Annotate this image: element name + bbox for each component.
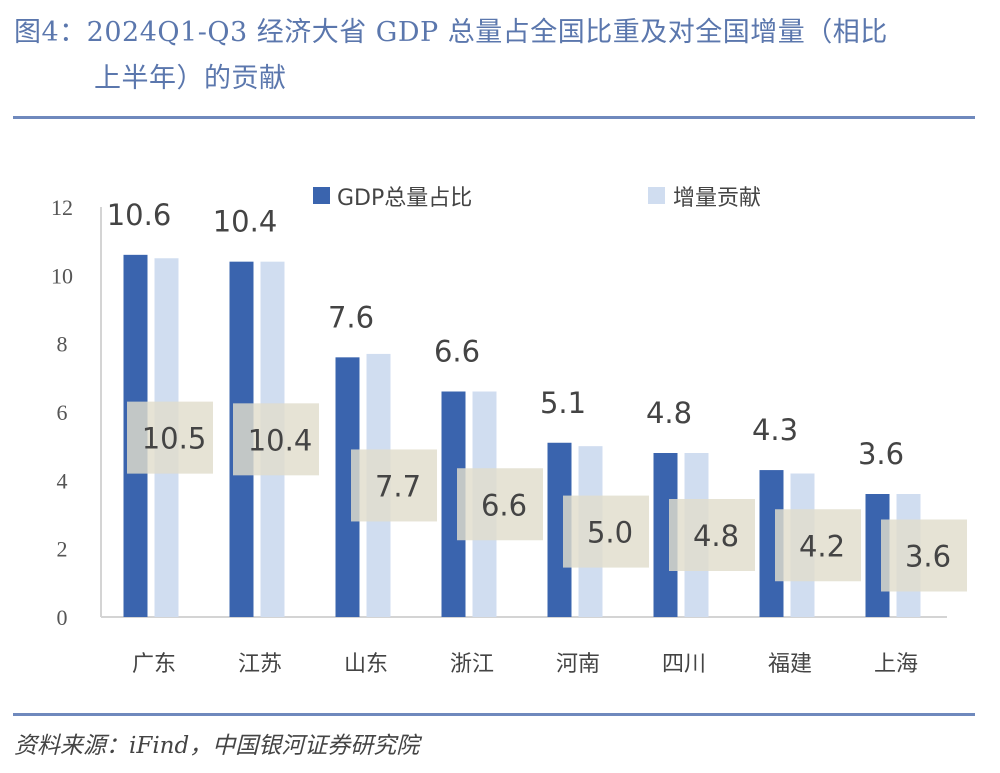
x-axis: 广东 江苏 山东 浙江 河南 四川 福建 上海 xyxy=(101,616,947,677)
figure-title: 图4：2024Q1-Q3 经济大省 GDP 总量占全国比重及对全国增量（相比 上… xyxy=(14,10,984,102)
y-tick-label: 0 xyxy=(57,605,68,630)
data-label-increment: 6.6 xyxy=(481,488,527,522)
data-label-gdp-share: 3.6 xyxy=(858,437,904,471)
y-tick-label: 2 xyxy=(57,537,68,562)
data-labels: 10.6 10.5 10.4 10.4 7.6 7.7 6.6 6.6 5.1 5.0 4.8 4.8… xyxy=(107,198,967,592)
source-divider xyxy=(13,713,975,716)
data-label-gdp-share: 5.1 xyxy=(540,386,586,420)
y-tick-label: 8 xyxy=(57,332,68,357)
data-label-box-increment xyxy=(881,519,967,592)
data-label-gdp-share: 4.3 xyxy=(752,413,798,447)
data-label-gdp-share: 7.6 xyxy=(328,300,374,334)
data-label-box-increment xyxy=(563,495,649,568)
data-label-increment: 5.0 xyxy=(587,516,633,550)
x-tick-label: 四川 xyxy=(662,652,706,677)
figure-title-line1: 图4：2024Q1-Q3 经济大省 GDP 总量占全国比重及对全国增量（相比 xyxy=(14,17,888,48)
data-label-increment: 3.6 xyxy=(905,540,951,574)
x-tick-label: 浙江 xyxy=(450,652,494,677)
data-label-gdp-share: 6.6 xyxy=(434,335,480,369)
source-note: 资料来源：iFind，中国银河证券研究院 xyxy=(14,733,420,759)
y-tick-label: 6 xyxy=(57,400,68,425)
figure-title-line2: 上半年）的贡献 xyxy=(94,63,287,94)
data-label-box-increment xyxy=(127,401,213,474)
data-label-increment: 10.5 xyxy=(142,422,207,456)
x-tick-label: 福建 xyxy=(768,652,812,677)
y-tick-label: 4 xyxy=(57,468,68,493)
data-label-increment: 7.7 xyxy=(375,469,421,503)
data-label-gdp-share: 4.8 xyxy=(646,396,692,430)
data-label-gdp-share: 10.4 xyxy=(213,205,278,239)
x-tick-label: 山东 xyxy=(344,652,388,677)
data-label-box-increment xyxy=(669,499,755,571)
data-label-box-increment xyxy=(351,449,437,522)
data-label-box-increment xyxy=(457,468,543,541)
y-tick-label: 12 xyxy=(51,195,73,220)
legend-swatch-gdp-share xyxy=(313,187,330,204)
data-label-box-increment xyxy=(775,509,861,582)
legend-label-increment: 增量贡献 xyxy=(673,186,761,211)
x-tick-label: 河南 xyxy=(556,652,600,677)
legend: GDP总量占比 增量贡献 xyxy=(313,186,761,211)
legend-swatch-increment xyxy=(648,187,665,204)
x-tick-label: 江苏 xyxy=(238,652,282,677)
data-label-increment: 10.4 xyxy=(248,423,313,457)
data-label-increment: 4.2 xyxy=(799,529,845,563)
data-label-box-increment xyxy=(233,403,319,476)
title-divider xyxy=(13,116,975,119)
y-axis: 0 2 4 6 8 10 12 xyxy=(51,195,102,630)
y-tick-label: 10 xyxy=(51,263,73,288)
legend-label-gdp-share: GDP总量占比 xyxy=(337,186,472,211)
x-tick-label: 上海 xyxy=(874,652,918,677)
data-label-gdp-share: 10.6 xyxy=(107,198,172,232)
data-label-increment: 4.8 xyxy=(693,519,739,553)
x-tick-label: 广东 xyxy=(132,652,176,677)
